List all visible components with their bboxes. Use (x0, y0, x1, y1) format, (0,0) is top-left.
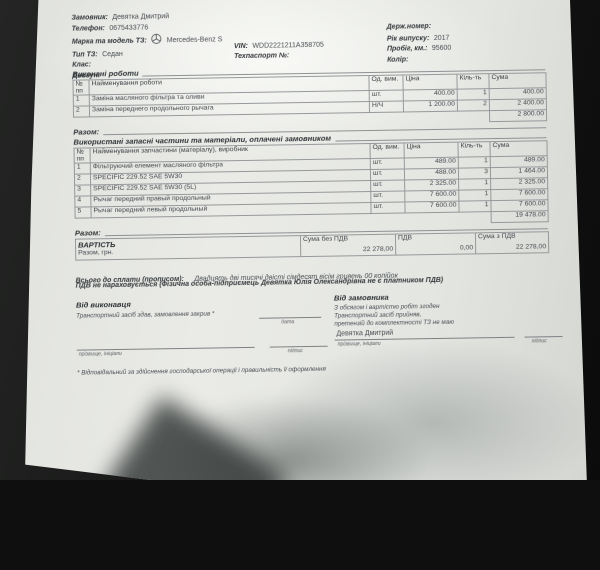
executor-title: Від виконавця (75, 299, 131, 310)
cell-no: 2 (73, 106, 90, 118)
col-price: Ціна (403, 142, 459, 159)
customer-signature-name: Девятка Дмитрий (336, 329, 394, 338)
col-price: Ціна (402, 74, 458, 91)
mileage-value: 95600 (431, 44, 452, 53)
col-no: № пп (72, 79, 90, 96)
cost-no-vat-header: Сума без ПДВ (302, 235, 349, 244)
cell-no: 4 (74, 196, 91, 208)
cell-price: 1 200.00 (403, 100, 458, 113)
col-no: № пп (74, 147, 91, 164)
document-paper: Замовник: Девятка Дмитрий Телефон: 06754… (25, 0, 587, 480)
cell-qty: 1 (457, 88, 490, 101)
cell-sum: 400.00 (489, 87, 547, 100)
col-qty: Кіль-ть (456, 73, 490, 90)
cell-price: 400.00 (403, 89, 458, 102)
cell-price: 7 600.00 (404, 190, 459, 203)
type-value: Седан (102, 50, 123, 59)
executor-name-line (76, 346, 255, 351)
photo-background: Замовник: Девятка Дмитрий Телефон: 06754… (0, 0, 600, 480)
cost-no-vat-cell: Сума без ПДВ 22 278,00 (300, 234, 396, 257)
cell-price: 489.00 (404, 157, 459, 170)
cell-price: 488.00 (404, 168, 459, 181)
cost-vat-cell: ПДВ 0,00 (395, 232, 476, 256)
executor-line: Транспортний засіб здав, замовлення закр… (76, 310, 215, 320)
cell-no: 2 (74, 174, 91, 186)
passport-row: Техпаспорт №: (234, 44, 289, 63)
color-label: Колір: (387, 56, 409, 64)
cell-unit: шт. (370, 180, 405, 192)
cost-with-vat-header: Сума з ПДВ (477, 232, 516, 241)
cost-vat-value: 0,00 (459, 244, 474, 253)
cell-qty: 1 (458, 200, 492, 213)
cell-qty: 1 (458, 178, 491, 191)
col-unit: Од. вим. (369, 142, 405, 159)
customer-agree-line-3: претензій до комплектності ТЗ не маю (334, 318, 455, 328)
cost-vat-header: ПДВ (397, 234, 413, 242)
customer-sign-label: підпис (531, 338, 547, 345)
cell-price: 7 600.00 (404, 201, 460, 214)
cell-unit: шт. (370, 202, 406, 214)
works-title: Виконані роботи (72, 68, 139, 79)
passport-label: Техпаспорт №: (234, 52, 290, 61)
cell-no: 3 (74, 185, 91, 197)
customer-name-label: прізвище, ініціали (337, 340, 381, 348)
executor-name-label: прізвище, ініціали (78, 350, 122, 358)
cell-unit: шт. (370, 158, 405, 170)
brand-value: Mercedes-Benz S (166, 36, 223, 45)
date-label: дата (281, 319, 295, 326)
col-sum: Сума (488, 72, 547, 89)
cell-unit: Н/Ч (369, 101, 404, 113)
cell-sum: 2 325.00 (490, 177, 548, 190)
parts-table: № пп Найменування запчастини (матеріалу)… (74, 140, 549, 230)
executor-sign-label: підпис (287, 348, 304, 355)
col-unit: Од. вим. (368, 74, 404, 91)
customer-title: Від замовника (333, 292, 389, 303)
cost-label-cell: ВАРТІСТЬ Разом, грн. (75, 235, 301, 261)
parts-total-label: Разом: (74, 228, 101, 238)
cell-unit: шт. (369, 90, 404, 102)
cell-no: 1 (74, 163, 91, 175)
cell-sum: 2 400.00 (489, 98, 547, 111)
document-content: Замовник: Девятка Дмитрий Телефон: 06754… (54, 0, 563, 480)
cost-with-vat-value: 22 278,00 (515, 243, 547, 252)
col-qty: Кіль-ть (457, 141, 491, 158)
customer-name-line (334, 336, 515, 341)
cell-qty: 1 (458, 156, 491, 169)
cell-no: 1 (73, 95, 90, 107)
cell-sum: 7 600.00 (490, 188, 548, 201)
cost-no-vat-value: 22 278,00 (362, 246, 394, 254)
cost-with-vat-cell: Сума з ПДВ 22 278,00 (475, 231, 549, 254)
cell-no: 5 (74, 207, 92, 219)
cell-unit: шт. (370, 169, 405, 181)
cell-qty: 3 (458, 167, 491, 180)
cell-qty: 2 (457, 99, 490, 112)
footnote: * Відповідальний за здійснення господарс… (77, 365, 326, 377)
brand-row: Марка та модель ТЗ: Mercedes-Benz S (72, 28, 223, 50)
cell-sum: 7 600.00 (490, 199, 549, 212)
cell-unit: шт. (370, 191, 405, 203)
col-sum: Сума (489, 140, 548, 157)
works-total-label: Разом: (73, 127, 100, 137)
mercedes-logo-icon (151, 31, 162, 49)
cell-price: 2 325.00 (404, 179, 459, 192)
cell-qty: 1 (458, 189, 491, 202)
cell-sum: 1 464.00 (490, 166, 548, 179)
cell-sum: 489.00 (490, 155, 548, 168)
